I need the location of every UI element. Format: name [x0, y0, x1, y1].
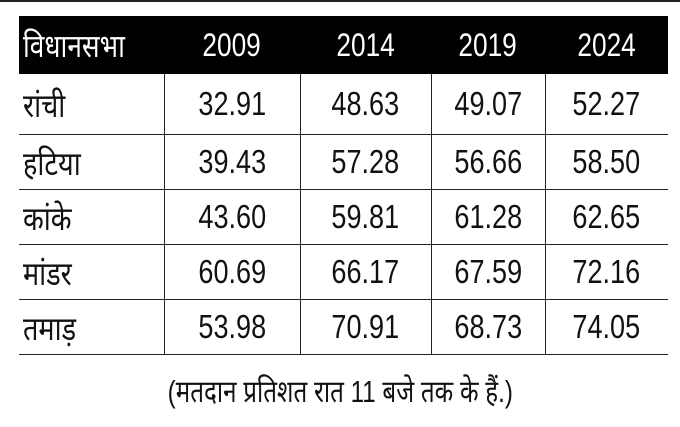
header-year: 2024 [545, 16, 668, 74]
table-row: कांके 43.60 59.81 61.28 62.65 [19, 189, 668, 245]
turnout-cell: 56.66 [430, 134, 545, 190]
turnout-cell: 52.27 [544, 74, 668, 135]
turnout-cell: 39.43 [163, 134, 300, 190]
turnout-cell: 48.63 [299, 74, 431, 135]
turnout-cell: 57.28 [299, 134, 431, 190]
turnout-cell: 61.28 [430, 189, 545, 245]
turnout-cell: 74.05 [544, 299, 668, 355]
table-row: तमाड़ 53.98 70.91 68.73 74.05 [19, 299, 668, 355]
constituency-cell: मांडर [19, 244, 164, 300]
footnote: (मतदान प्रतिशत रात 11 बजे तक के हैं.) [167, 374, 513, 409]
turnout-cell: 43.60 [163, 189, 300, 245]
header-year: 2019 [431, 16, 545, 74]
header-constituency: विधानसभा [19, 16, 164, 74]
constituency-cell: कांके [19, 189, 164, 245]
turnout-cell: 53.98 [163, 299, 300, 355]
constituency-cell: हटिया [19, 134, 164, 190]
top-rule [0, 0, 680, 2]
turnout-cell: 59.81 [299, 189, 431, 245]
turnout-cell: 58.50 [544, 134, 668, 190]
table-row: हटिया 39.43 57.28 56.66 58.50 [19, 134, 668, 190]
turnout-cell: 70.91 [299, 299, 431, 355]
table-row: मांडर 60.69 66.17 67.59 72.16 [19, 244, 668, 300]
table-row: रांची 32.91 48.63 49.07 52.27 [19, 74, 668, 135]
turnout-cell: 72.16 [544, 244, 668, 300]
turnout-cell: 62.65 [544, 189, 668, 245]
constituency-cell: तमाड़ [19, 299, 164, 355]
constituency-cell: रांची [19, 74, 164, 135]
turnout-cell: 68.73 [430, 299, 545, 355]
header-year: 2009 [164, 16, 300, 74]
header-row: विधानसभा 2009 2014 2019 2024 [19, 16, 668, 74]
header-year: 2014 [300, 16, 431, 74]
turnout-cell: 49.07 [430, 74, 545, 135]
turnout-cell: 60.69 [163, 244, 300, 300]
turnout-cell: 67.59 [430, 244, 545, 300]
turnout-cell: 66.17 [299, 244, 431, 300]
voter-turnout-table: विधानसभा 2009 2014 2019 2024 रांची 32.91 4… [19, 16, 668, 355]
turnout-cell: 32.91 [163, 74, 300, 135]
